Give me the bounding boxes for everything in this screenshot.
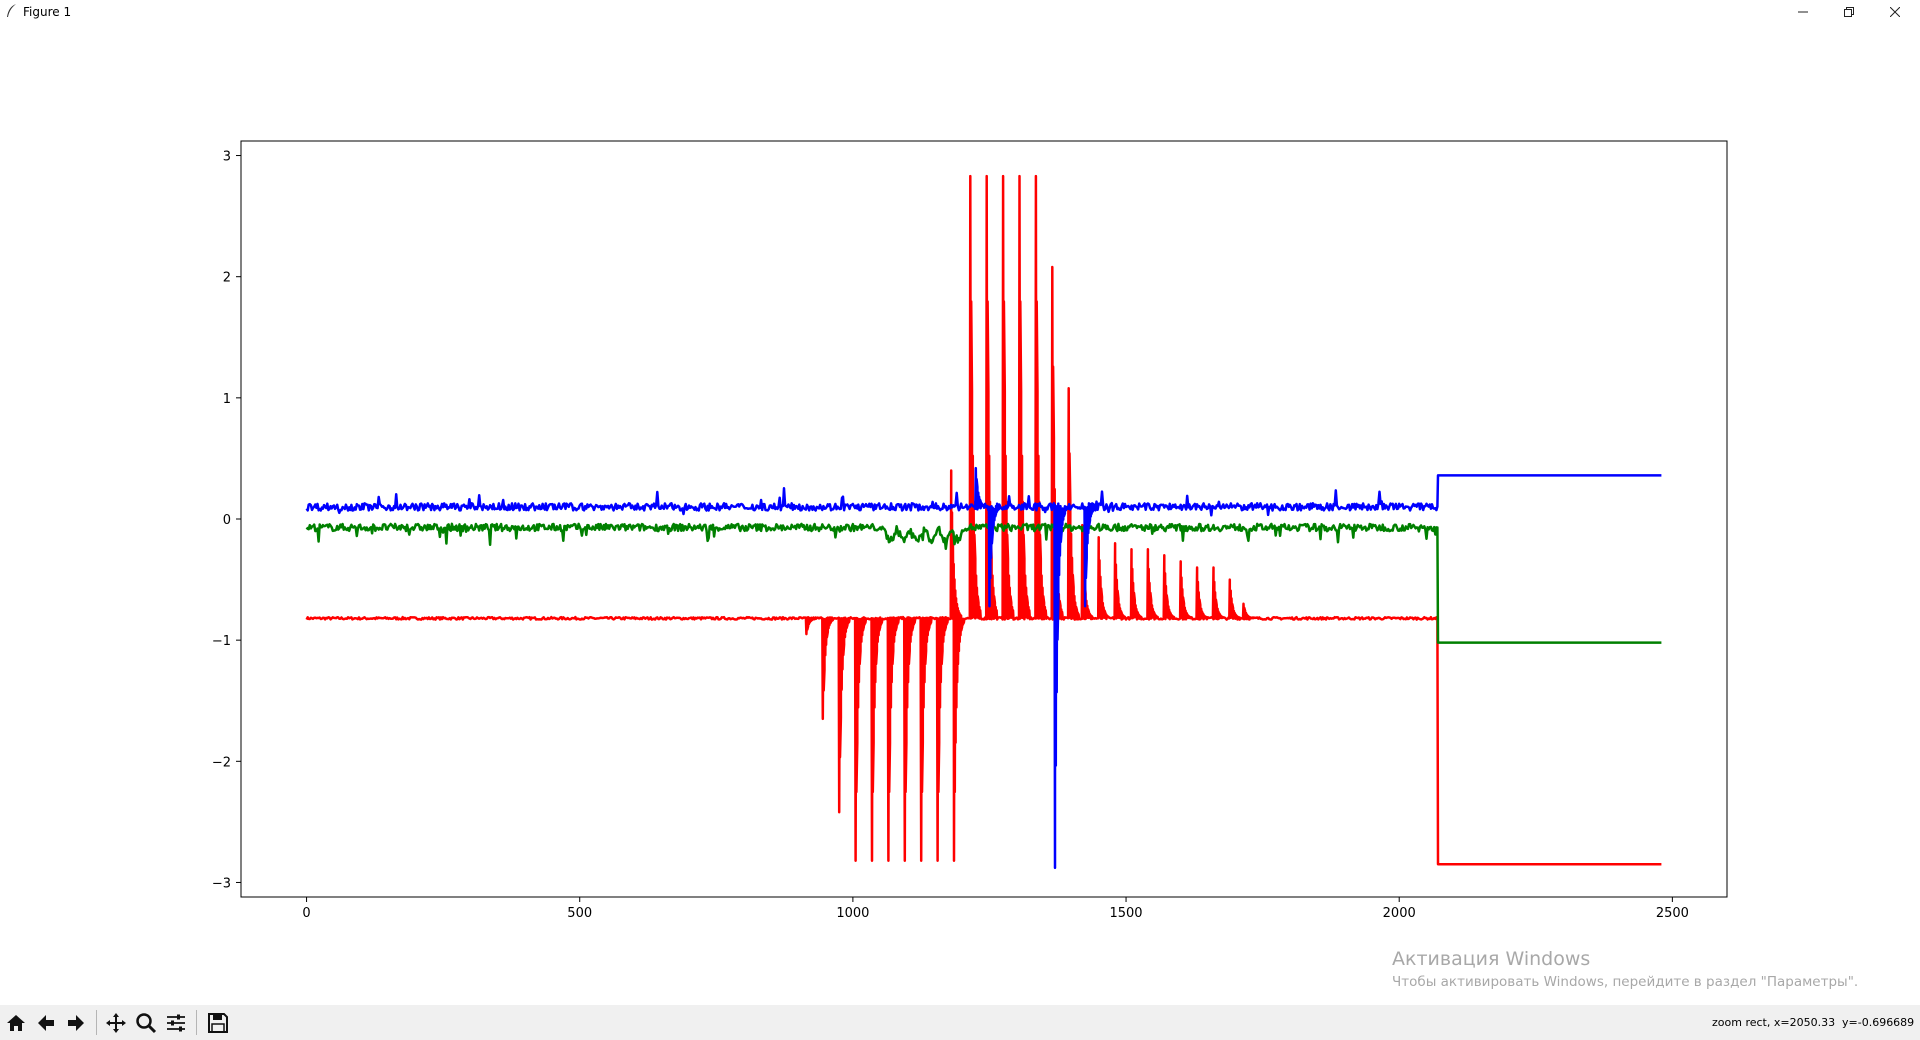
window-title: Figure 1 [23, 5, 72, 19]
status-coordinates-x: zoom rect, x=2050.33 [1712, 1016, 1836, 1029]
configure-subplots-button[interactable] [163, 1010, 189, 1036]
configure-subplots-icon [167, 1014, 185, 1032]
axes-background [241, 141, 1727, 897]
x-tick-label: 2000 [1383, 906, 1416, 921]
back-button[interactable] [33, 1010, 59, 1036]
x-tick-label: 1500 [1109, 906, 1142, 921]
line-chart: 0 500 1000 1500 2000 2500 3 2 1 0 −1 −2 −3 [212, 140, 1728, 921]
y-tick-label: −2 [212, 755, 231, 770]
restore-button[interactable] [1826, 0, 1872, 24]
forward-icon [68, 1015, 84, 1031]
minimize-icon [1798, 11, 1808, 13]
back-icon [38, 1015, 54, 1031]
x-tick-label: 2500 [1656, 906, 1689, 921]
toolbar-separator [196, 1010, 197, 1035]
zoom-icon [136, 1013, 157, 1034]
figure-canvas[interactable]: 0 500 1000 1500 2000 2500 3 2 1 0 −1 −2 −3 [0, 24, 1920, 1005]
minimize-button[interactable] [1780, 0, 1826, 24]
save-button[interactable] [205, 1010, 231, 1036]
restore-icon [1844, 7, 1854, 17]
x-tick-label: 500 [567, 906, 592, 921]
y-tick-label: −1 [212, 634, 231, 649]
home-button[interactable] [3, 1010, 29, 1036]
pan-icon [106, 1013, 126, 1033]
home-icon [7, 1015, 25, 1031]
x-tick-label: 0 [302, 906, 310, 921]
series-line-green [305, 522, 1662, 644]
navigation-toolbar [0, 1005, 1920, 1040]
y-tick-label: −3 [212, 876, 231, 891]
series-line-red [305, 174, 1662, 866]
close-button[interactable] [1872, 0, 1918, 24]
x-tick-label: 1000 [836, 906, 869, 921]
forward-button[interactable] [63, 1010, 89, 1036]
series-line-blue [305, 466, 1662, 870]
y-tick-label: 3 [223, 150, 231, 165]
toolbar-separator [96, 1010, 97, 1035]
y-tick-label: 1 [223, 392, 231, 407]
zoom-button[interactable] [133, 1010, 159, 1036]
pan-button[interactable] [103, 1010, 129, 1036]
y-tick-label: 0 [223, 513, 231, 528]
title-bar: Figure 1 [0, 0, 1920, 24]
y-tick-label: 2 [223, 271, 231, 286]
close-icon [1890, 7, 1900, 17]
feather-app-icon [7, 4, 16, 17]
status-coordinates-y: y=-0.696689 [1842, 1016, 1915, 1029]
save-icon [208, 1013, 228, 1033]
